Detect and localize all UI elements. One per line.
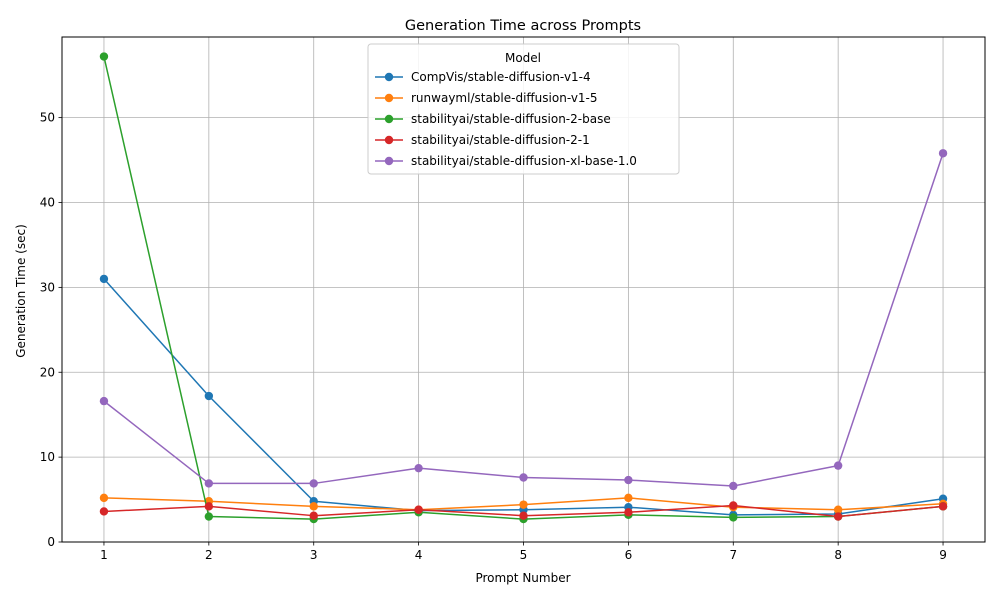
legend-marker [384, 93, 394, 103]
data-point [729, 513, 738, 522]
data-point [99, 52, 109, 61]
chart-title: Generation Time across Prompts [405, 18, 641, 34]
x-tick-label: 7 [729, 548, 737, 562]
x-axis-label: Prompt Number [475, 571, 570, 585]
legend-entry: runwayml/stable-diffusion-v1-5 [375, 91, 598, 105]
y-tick-label: 50 [40, 111, 55, 125]
x-tick-label: 3 [310, 548, 318, 562]
data-point [833, 461, 843, 470]
x-tick-label: 6 [625, 548, 633, 562]
y-tick-label: 30 [40, 280, 55, 294]
data-point [624, 475, 633, 485]
data-point [414, 463, 423, 473]
data-point [99, 493, 109, 503]
legend-marker [384, 135, 394, 145]
data-point [309, 511, 318, 520]
y-tick-label: 20 [40, 365, 55, 379]
legend-entry: stabilityai/stable-diffusion-2-base [375, 112, 611, 126]
data-point [938, 149, 948, 158]
data-point [624, 493, 633, 503]
legend-entry: CompVis/stable-diffusion-v1-4 [375, 70, 591, 84]
series-layer [99, 52, 948, 524]
data-point [204, 391, 214, 401]
data-point [309, 502, 318, 511]
data-point [729, 501, 738, 510]
legend-entries: CompVis/stable-diffusion-v1-4 runwayml/st… [375, 70, 637, 168]
y-axis-ticks: 0 10 20 30 40 50 [40, 111, 62, 549]
data-point [204, 512, 214, 521]
legend-box [367, 43, 680, 175]
data-point [729, 481, 738, 491]
data-point [833, 505, 843, 514]
legend-marker [384, 156, 394, 166]
x-tick-label: 5 [520, 548, 528, 562]
legend-marker [384, 72, 394, 82]
x-tick-label: 1 [100, 548, 108, 562]
x-tick-label: 9 [939, 548, 947, 562]
data-point [99, 507, 109, 516]
legend-label: runwayml/stable-diffusion-v1-5 [411, 91, 598, 105]
legend-label: stabilityai/stable-diffusion-xl-base-1.0 [411, 154, 637, 168]
legend-label: stabilityai/stable-diffusion-2-1 [411, 133, 590, 147]
x-tick-label: 4 [415, 548, 423, 562]
data-point [414, 505, 423, 514]
legend-entry: stabilityai/stable-diffusion-2-1 [375, 133, 590, 147]
y-tick-label: 40 [40, 196, 55, 210]
series-4 [99, 501, 948, 521]
data-point [519, 511, 528, 520]
x-axis-ticks: 1 2 3 4 5 6 7 8 9 [100, 542, 947, 562]
data-point [99, 396, 109, 406]
data-point [309, 479, 318, 488]
y-tick-label: 10 [40, 450, 55, 464]
data-point [519, 500, 528, 509]
legend: Model CompVis/stable-diffusion-v1-4 runwa… [367, 43, 680, 175]
legend-label: CompVis/stable-diffusion-v1-4 [411, 70, 591, 84]
legend-entry: stabilityai/stable-diffusion-xl-base-1.0 [375, 154, 637, 168]
data-point [938, 502, 948, 511]
series-5 [99, 149, 948, 491]
data-point [99, 274, 109, 284]
data-point [833, 512, 843, 521]
x-tick-label: 8 [834, 548, 842, 562]
legend-marker [384, 114, 394, 124]
x-tick-label: 2 [205, 548, 213, 562]
data-point [204, 479, 214, 488]
legend-label: stabilityai/stable-diffusion-2-base [411, 112, 611, 126]
data-point [519, 473, 528, 482]
legend-title: Model [505, 51, 541, 65]
y-tick-label: 0 [47, 535, 55, 549]
data-point [204, 502, 214, 511]
y-axis-label: Generation Time (sec) [14, 224, 28, 358]
data-point [624, 508, 633, 517]
